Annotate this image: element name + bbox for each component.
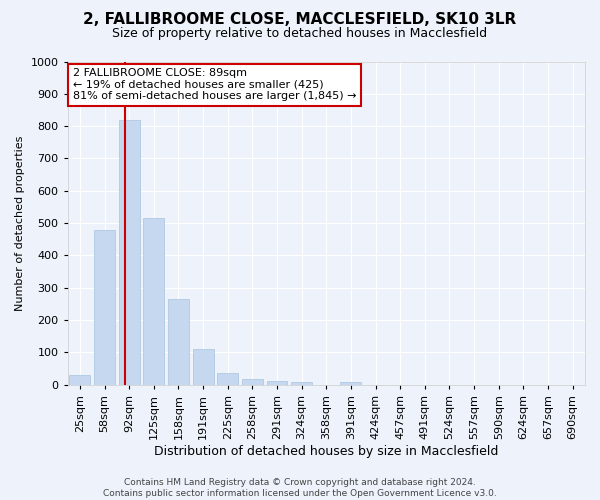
Bar	[168, 299, 189, 385]
Bar	[94, 230, 115, 385]
Text: 2 FALLIBROOME CLOSE: 89sqm
← 19% of detached houses are smaller (425)
81% of sem: 2 FALLIBROOME CLOSE: 89sqm ← 19% of deta…	[73, 68, 356, 101]
Text: 2, FALLIBROOME CLOSE, MACCLESFIELD, SK10 3LR: 2, FALLIBROOME CLOSE, MACCLESFIELD, SK10…	[83, 12, 517, 28]
Bar	[217, 372, 238, 385]
Text: Size of property relative to detached houses in Macclesfield: Size of property relative to detached ho…	[112, 28, 488, 40]
Bar	[291, 382, 312, 385]
Bar	[70, 375, 91, 385]
X-axis label: Distribution of detached houses by size in Macclesfield: Distribution of detached houses by size …	[154, 444, 499, 458]
Bar	[340, 382, 361, 385]
Y-axis label: Number of detached properties: Number of detached properties	[15, 136, 25, 311]
Bar	[143, 218, 164, 385]
Text: Contains HM Land Registry data © Crown copyright and database right 2024.
Contai: Contains HM Land Registry data © Crown c…	[103, 478, 497, 498]
Bar	[242, 379, 263, 385]
Bar	[266, 380, 287, 385]
Bar	[119, 120, 140, 385]
Bar	[193, 349, 214, 385]
